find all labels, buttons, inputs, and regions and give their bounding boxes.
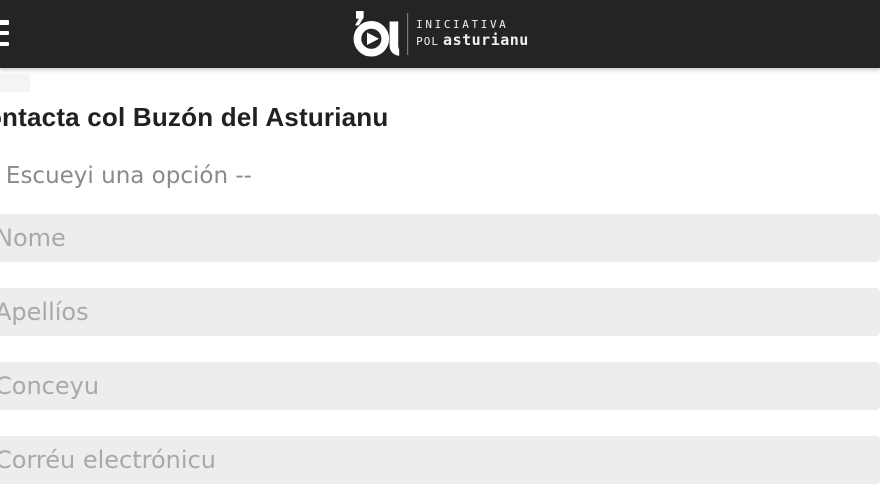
logo-line2-prefix: POL — [416, 34, 440, 48]
menu-icon[interactable] — [0, 20, 9, 46]
cropped-element-remnant — [0, 74, 30, 92]
logo-brand: asturianu — [443, 30, 529, 49]
municipality-field[interactable] — [0, 362, 880, 410]
content-area: Contacta col Buzón del Asturianu -- Escu… — [0, 102, 880, 484]
contact-form — [0, 214, 880, 484]
brand-a-icon — [353, 10, 400, 57]
logo-line1: INICIATIVA — [416, 17, 509, 31]
email-field[interactable] — [0, 436, 880, 484]
surname-field[interactable] — [0, 288, 880, 336]
name-field[interactable] — [0, 214, 880, 262]
app-bar: INICIATIVA POL asturianu — [0, 0, 880, 68]
site-logo[interactable]: INICIATIVA POL asturianu — [351, 8, 529, 60]
logo-text: INICIATIVA POL asturianu — [416, 17, 529, 50]
logo-divider — [407, 13, 409, 55]
play-icon — [367, 32, 380, 46]
topic-select[interactable]: -- Escueyi una opción -- — [0, 159, 487, 193]
page-title: Contacta col Buzón del Asturianu — [0, 102, 389, 132]
